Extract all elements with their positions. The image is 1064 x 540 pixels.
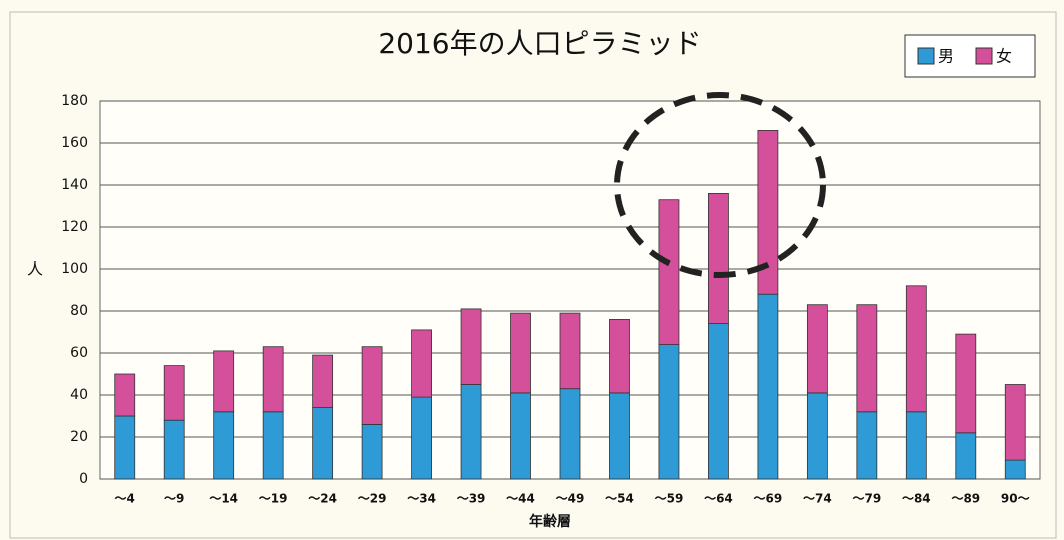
legend-label: 男 — [938, 47, 954, 66]
bar-segment — [856, 304, 878, 413]
bar-segment — [955, 333, 977, 434]
x-tick-label: ～54 — [605, 492, 634, 506]
bar-segment — [312, 407, 334, 480]
x-tick-label: ～64 — [704, 492, 733, 506]
bar-segment — [856, 411, 878, 480]
x-tick-label: ～34 — [407, 492, 436, 506]
bar-segment — [806, 304, 828, 394]
y-tick-label: 0 — [79, 471, 88, 487]
y-tick-label: 40 — [70, 387, 88, 403]
bar-segment — [658, 199, 680, 345]
bar-segment — [559, 388, 581, 480]
bar-segment — [361, 423, 383, 480]
x-tick-label: ～14 — [209, 492, 238, 506]
bar-segment — [460, 384, 482, 480]
bar-segment — [262, 346, 284, 413]
bar-segment — [609, 392, 630, 480]
bar-segment — [806, 392, 828, 480]
x-tick-label: ～24 — [308, 492, 337, 506]
x-tick-label: ～44 — [506, 492, 535, 506]
y-axis-label: 人 — [27, 260, 43, 279]
x-tick-label: ～59 — [655, 492, 684, 506]
x-tick-label: ～89 — [951, 492, 980, 506]
y-tick-label: 120 — [61, 219, 88, 235]
bar-segment — [510, 312, 531, 394]
bar-segment — [361, 346, 383, 425]
legend-label: 女 — [996, 47, 1012, 66]
bar-segment — [114, 415, 136, 480]
bar-segment — [708, 323, 729, 480]
bar-segment — [757, 129, 779, 295]
highlight-circle — [614, 92, 826, 278]
x-tick-label: ～69 — [754, 492, 783, 506]
bar-segment — [460, 308, 482, 385]
bar-segment — [757, 293, 779, 480]
legend-swatch — [917, 47, 935, 65]
x-tick-label: ～39 — [457, 492, 486, 506]
bar-segment — [163, 365, 185, 421]
bar-segment — [114, 373, 136, 417]
bar-segment — [262, 411, 284, 480]
bar-segment — [955, 432, 977, 480]
x-tick-label: ～4 — [115, 492, 135, 506]
plot: 0 20 40 60 80 100 120 140 160 180 ～4 ～9 ～14 ～19 ～24 ～29… — [61, 93, 1041, 506]
bar-segment — [658, 344, 680, 480]
bar-segment — [905, 285, 927, 413]
x-axis-label: 年齢層 — [529, 513, 571, 530]
bar-segment — [1004, 459, 1026, 480]
x-tick-label: 90～ — [1001, 492, 1030, 506]
bar-segment — [411, 396, 432, 480]
legend-swatch — [975, 47, 993, 65]
y-tick-label: 160 — [61, 135, 88, 151]
frame — [9, 11, 1057, 539]
bar-segment — [163, 419, 185, 480]
x-tick-label: ～19 — [259, 492, 288, 506]
x-tick-label: ～9 — [164, 492, 184, 506]
bar-segment — [510, 392, 531, 480]
y-tick-label: 100 — [61, 261, 88, 277]
bar-segment — [559, 312, 581, 390]
x-tick-label: ～49 — [556, 492, 585, 506]
y-tick-label: 60 — [70, 345, 88, 361]
y-tick-label: 140 — [61, 177, 88, 193]
x-tick-label: ～84 — [902, 492, 931, 506]
y-tick-label: 80 — [70, 303, 88, 319]
bar-segment — [213, 350, 235, 413]
bar-segment — [411, 329, 432, 398]
y-tick-label: 180 — [61, 93, 88, 109]
bar-segment — [312, 354, 334, 409]
bar-segment — [905, 411, 927, 480]
y-tick-label: 20 — [70, 429, 88, 445]
chart-title: 2016年の人口ピラミッド — [378, 27, 701, 60]
x-tick-label: ～79 — [852, 492, 881, 506]
x-tick-label: ～29 — [358, 492, 387, 506]
bar-segment — [708, 192, 729, 324]
bar-segment — [213, 411, 235, 480]
bar-segment — [1004, 384, 1026, 461]
bar-segment — [609, 318, 630, 394]
x-tick-label: ～74 — [803, 492, 832, 506]
